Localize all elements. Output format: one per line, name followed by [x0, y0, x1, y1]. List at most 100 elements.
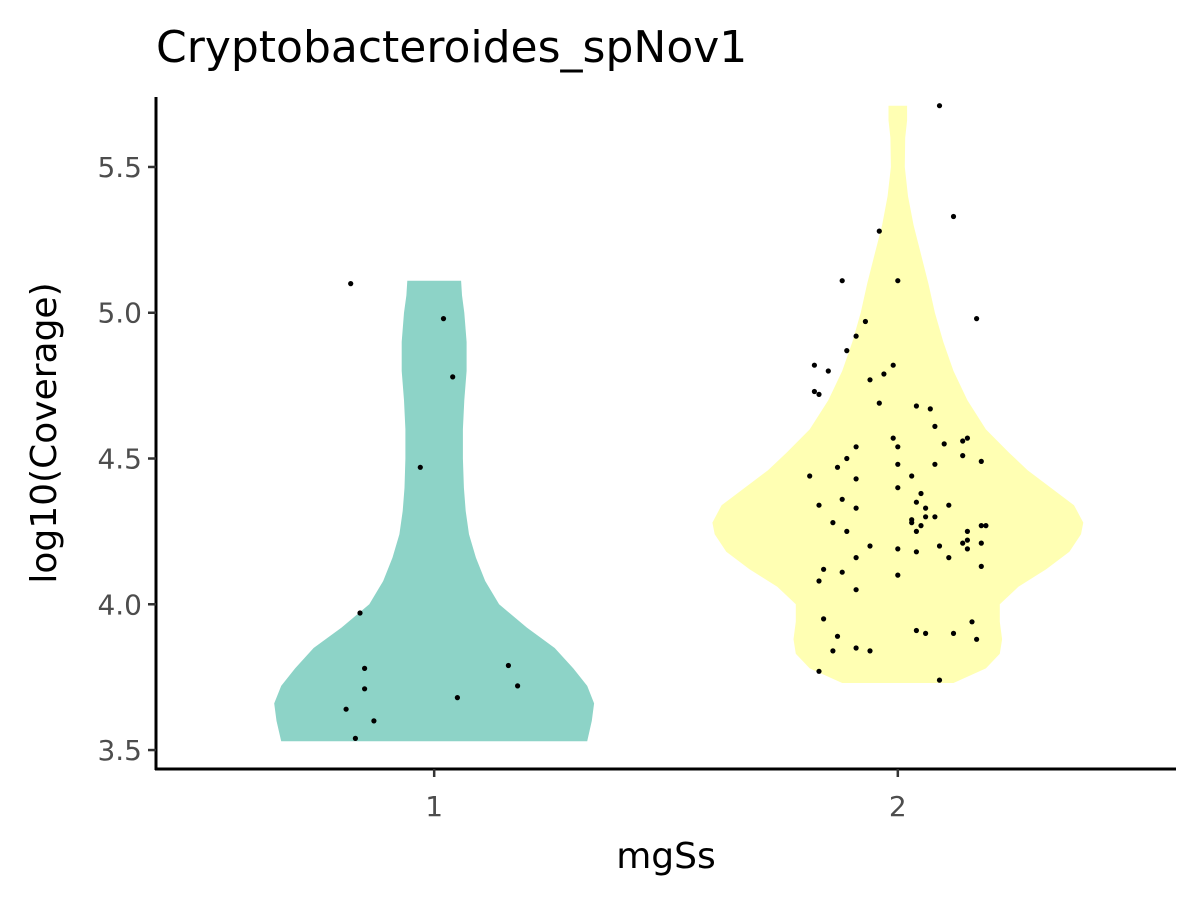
point-2-5 [974, 316, 980, 322]
point-2-50 [983, 523, 989, 529]
point-2-48 [918, 523, 924, 529]
point-2-14 [811, 388, 818, 395]
point-2-6 [862, 318, 869, 325]
point-2-28 [978, 458, 984, 464]
point-2-17 [913, 403, 920, 409]
point-1-1 [440, 316, 447, 322]
point-2-59 [895, 546, 901, 552]
point-2-39 [816, 502, 822, 508]
y-axis-ticks: 3.5 4.0 4.5 5.0 5.5 [97, 151, 156, 767]
point-1-4 [357, 610, 363, 616]
violin-1 [274, 280, 595, 742]
point-2-8 [844, 348, 850, 354]
point-2-60 [964, 546, 971, 552]
point-2-53 [913, 528, 920, 535]
chart-title: Cryptobacteroides_spNov1 [156, 22, 747, 73]
data-points [343, 103, 989, 742]
violins [274, 105, 1084, 742]
point-2-13 [867, 377, 873, 383]
point-2-11 [825, 368, 831, 374]
point-2-70 [821, 616, 827, 622]
point-2-71 [969, 619, 975, 625]
point-2-16 [876, 400, 882, 406]
point-2-73 [950, 630, 957, 637]
point-1-9 [454, 695, 460, 701]
point-1-7 [515, 683, 521, 689]
y-tick-label: 4.5 [97, 443, 142, 476]
point-2-61 [913, 549, 920, 555]
point-2-58 [936, 543, 943, 549]
point-2-7 [853, 333, 859, 339]
point-2-37 [839, 496, 845, 502]
point-2-52 [964, 528, 971, 535]
point-2-69 [853, 587, 859, 593]
point-1-3 [417, 464, 423, 470]
point-2-65 [821, 566, 827, 572]
point-2-55 [960, 540, 966, 546]
point-1-12 [352, 735, 358, 742]
point-2-46 [909, 520, 915, 526]
point-2-29 [932, 461, 938, 467]
point-2-15 [816, 391, 822, 397]
point-2-9 [811, 362, 818, 368]
point-1-6 [362, 665, 368, 672]
point-2-64 [978, 563, 984, 570]
point-1-5 [505, 662, 511, 669]
point-2-75 [834, 633, 841, 639]
point-2-79 [830, 648, 836, 654]
point-2-77 [853, 645, 859, 651]
point-2-19 [932, 423, 938, 429]
point-1-8 [362, 686, 368, 692]
point-2-1 [950, 213, 957, 220]
point-2-32 [909, 473, 915, 479]
point-2-20 [964, 435, 971, 441]
point-2-62 [946, 555, 952, 561]
point-2-4 [895, 278, 901, 284]
point-2-76 [974, 636, 980, 642]
point-2-36 [918, 490, 924, 497]
x-tick-label: 1 [425, 790, 443, 823]
point-2-49 [978, 523, 984, 529]
violin-2 [712, 105, 1084, 683]
point-2-22 [960, 438, 966, 444]
x-tick-label: 2 [889, 790, 907, 823]
point-1-10 [343, 706, 349, 712]
point-2-54 [964, 537, 971, 543]
point-2-40 [946, 502, 952, 508]
point-2-23 [941, 441, 947, 447]
point-2-51 [844, 528, 850, 535]
y-tick-label: 3.5 [97, 734, 142, 767]
point-2-67 [895, 572, 901, 578]
point-2-27 [844, 455, 850, 462]
point-2-18 [927, 406, 933, 412]
point-2-24 [853, 444, 859, 450]
point-1-11 [371, 718, 377, 724]
point-2-78 [867, 648, 873, 654]
point-2-33 [807, 473, 813, 479]
point-2-3 [839, 278, 845, 284]
point-2-74 [923, 630, 929, 637]
y-tick-label: 5.5 [97, 151, 142, 184]
point-2-41 [923, 505, 929, 511]
point-2-72 [913, 627, 920, 634]
point-2-26 [960, 453, 966, 459]
point-2-2 [876, 228, 882, 234]
point-1-2 [450, 374, 456, 380]
y-tick-label: 4.0 [97, 588, 142, 621]
point-2-25 [895, 444, 901, 450]
x-axis-title: mgSs [616, 836, 716, 877]
point-2-35 [895, 485, 901, 491]
point-2-45 [932, 514, 938, 520]
point-2-43 [923, 514, 929, 520]
point-2-21 [890, 435, 896, 441]
point-1-0 [348, 281, 354, 287]
point-2-47 [830, 520, 836, 526]
point-2-63 [853, 555, 859, 561]
point-2-57 [867, 543, 873, 549]
point-2-56 [978, 540, 984, 546]
point-2-38 [913, 499, 920, 505]
point-2-42 [853, 505, 859, 511]
y-tick-label: 5.0 [97, 297, 142, 330]
